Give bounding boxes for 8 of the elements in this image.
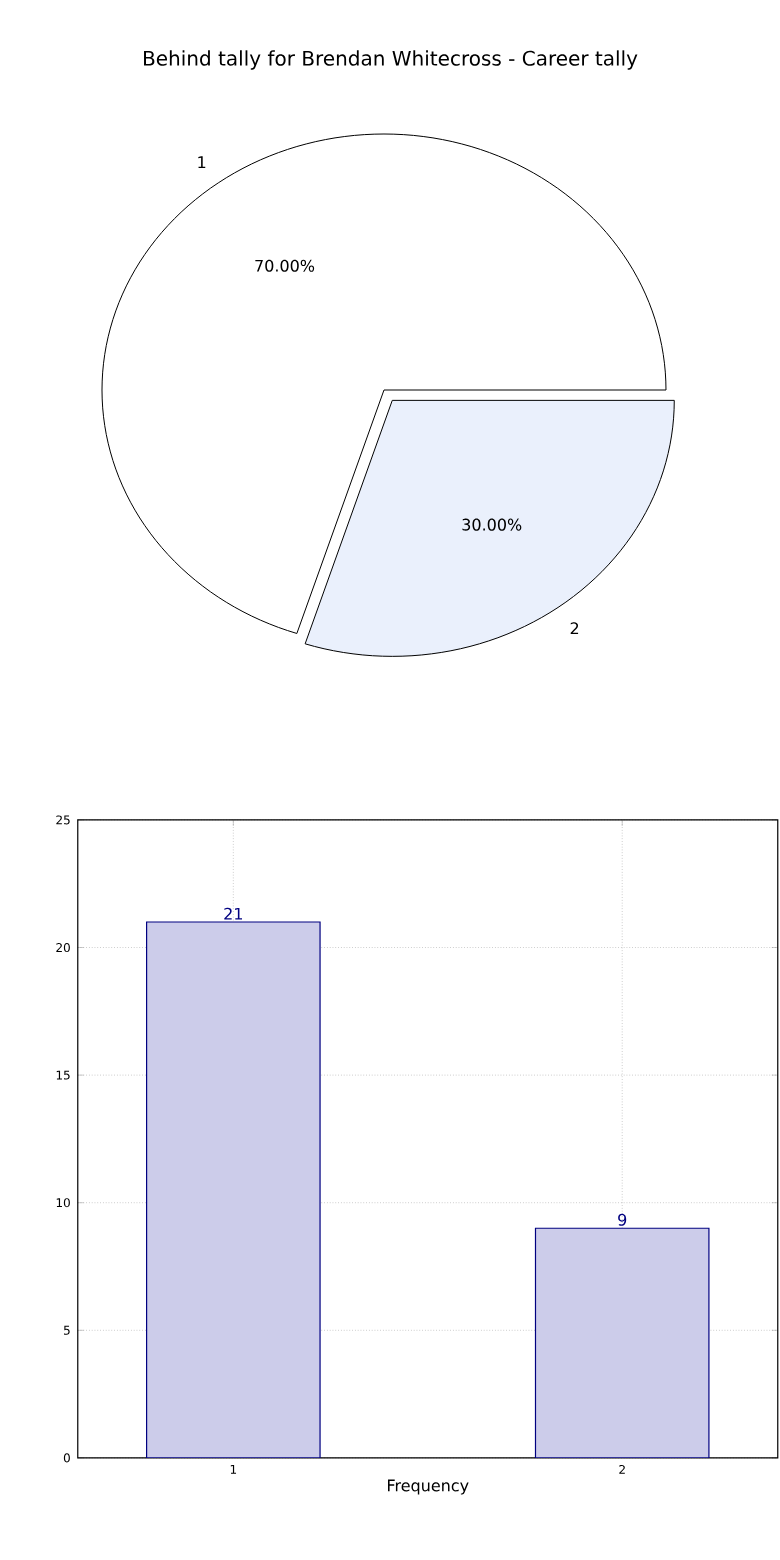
data-label: 9 xyxy=(618,1213,627,1226)
slice-label: 1 xyxy=(198,156,206,169)
data-label: 70.00% xyxy=(255,259,315,272)
chart-title: Behind tally for Brendan Whitecross - Career tally xyxy=(144,50,638,70)
data-label: 30.00% xyxy=(462,518,522,531)
slice-label: 2 xyxy=(570,622,579,635)
x-axis-title: Frequency xyxy=(388,1479,469,1495)
data-label: 21 xyxy=(224,907,243,920)
